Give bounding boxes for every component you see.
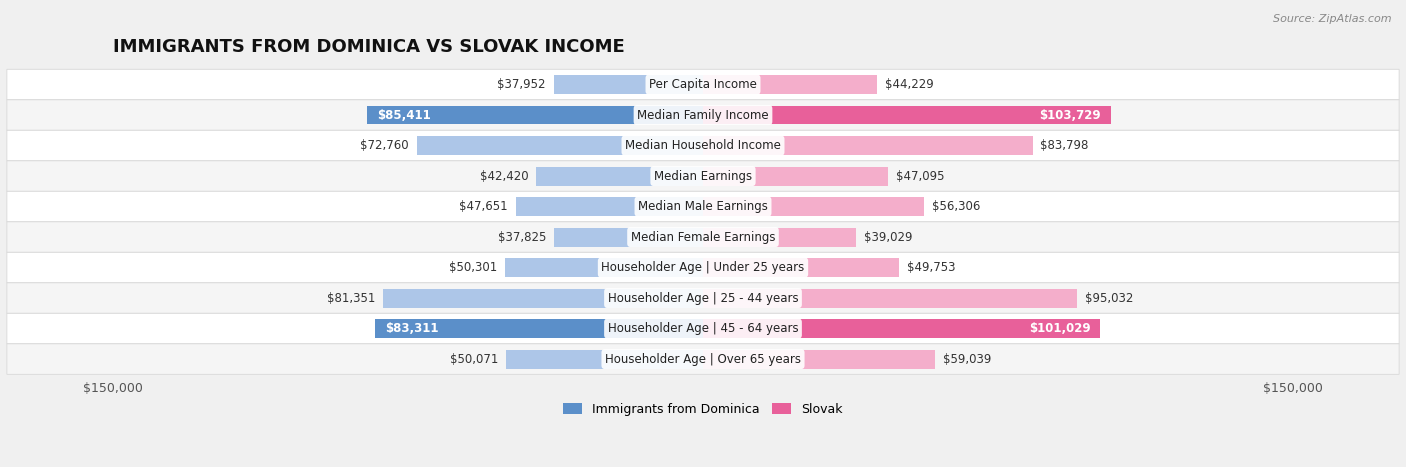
FancyBboxPatch shape (7, 100, 1399, 130)
FancyBboxPatch shape (7, 222, 1399, 252)
Text: $37,825: $37,825 (498, 231, 547, 244)
Text: Median Male Earnings: Median Male Earnings (638, 200, 768, 213)
Text: $83,798: $83,798 (1040, 139, 1088, 152)
Text: $85,411: $85,411 (377, 108, 430, 121)
Bar (506, 350, 703, 368)
Bar (703, 167, 889, 185)
Text: $101,029: $101,029 (1029, 322, 1091, 335)
Text: $59,039: $59,039 (943, 353, 991, 366)
Text: $103,729: $103,729 (1039, 108, 1101, 121)
Bar (703, 197, 924, 216)
FancyBboxPatch shape (7, 344, 1399, 375)
FancyBboxPatch shape (7, 283, 1399, 313)
Text: Source: ZipAtlas.com: Source: ZipAtlas.com (1274, 14, 1392, 24)
Bar (703, 136, 1032, 155)
Text: Householder Age | 25 - 44 years: Householder Age | 25 - 44 years (607, 291, 799, 304)
Bar (703, 350, 935, 368)
FancyBboxPatch shape (7, 191, 1399, 222)
FancyBboxPatch shape (7, 130, 1399, 161)
Bar (505, 258, 703, 277)
Text: Median Earnings: Median Earnings (654, 170, 752, 183)
Bar (703, 258, 898, 277)
Text: $81,351: $81,351 (326, 291, 375, 304)
Bar (416, 136, 703, 155)
Text: Median Family Income: Median Family Income (637, 108, 769, 121)
Text: $39,029: $39,029 (865, 231, 912, 244)
Text: $49,753: $49,753 (907, 261, 955, 274)
Legend: Immigrants from Dominica, Slovak: Immigrants from Dominica, Slovak (558, 398, 848, 421)
Bar (554, 75, 703, 94)
Bar (554, 227, 703, 247)
Bar (382, 289, 703, 307)
Text: $42,420: $42,420 (479, 170, 529, 183)
Text: IMMIGRANTS FROM DOMINICA VS SLOVAK INCOME: IMMIGRANTS FROM DOMINICA VS SLOVAK INCOM… (112, 38, 624, 57)
Text: Median Household Income: Median Household Income (626, 139, 780, 152)
Bar (703, 75, 877, 94)
Text: Per Capita Income: Per Capita Income (650, 78, 756, 91)
Text: $83,311: $83,311 (385, 322, 439, 335)
Text: $56,306: $56,306 (932, 200, 981, 213)
Text: Householder Age | Under 25 years: Householder Age | Under 25 years (602, 261, 804, 274)
Text: $72,760: $72,760 (360, 139, 409, 152)
FancyBboxPatch shape (7, 252, 1399, 283)
Bar (703, 319, 1101, 338)
Text: Householder Age | Over 65 years: Householder Age | Over 65 years (605, 353, 801, 366)
Bar (703, 289, 1077, 307)
Text: Median Female Earnings: Median Female Earnings (631, 231, 775, 244)
Bar (536, 167, 703, 185)
FancyBboxPatch shape (7, 69, 1399, 100)
Bar (375, 319, 703, 338)
Text: $47,095: $47,095 (896, 170, 945, 183)
Text: $47,651: $47,651 (460, 200, 508, 213)
Text: $44,229: $44,229 (884, 78, 934, 91)
Bar (703, 227, 856, 247)
Bar (703, 106, 1111, 125)
Text: $37,952: $37,952 (498, 78, 546, 91)
Bar (516, 197, 703, 216)
Text: $50,071: $50,071 (450, 353, 498, 366)
Bar (367, 106, 703, 125)
Text: Householder Age | 45 - 64 years: Householder Age | 45 - 64 years (607, 322, 799, 335)
FancyBboxPatch shape (7, 161, 1399, 191)
FancyBboxPatch shape (7, 313, 1399, 344)
Text: $50,301: $50,301 (449, 261, 498, 274)
Text: $95,032: $95,032 (1084, 291, 1133, 304)
